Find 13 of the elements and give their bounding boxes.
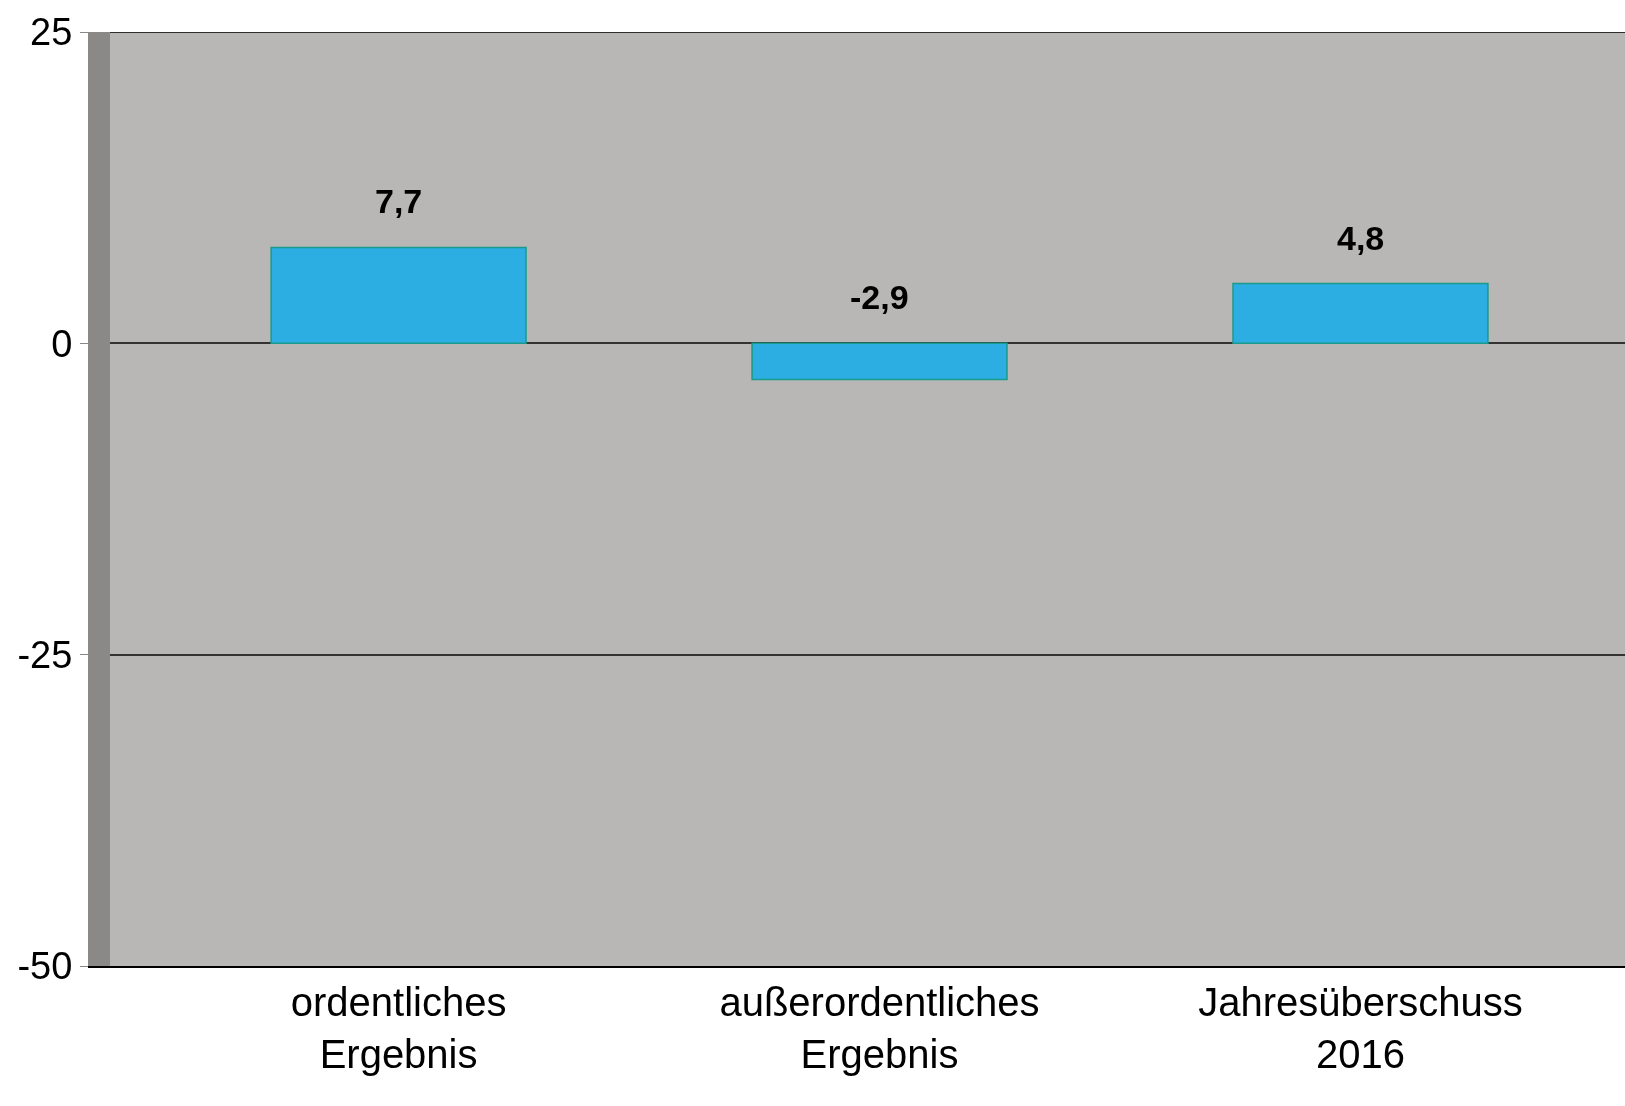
data-label: 4,8 [1337,219,1385,257]
data-label: -2,9 [850,278,909,316]
bar [751,342,1008,381]
y-tick-label: -50 [17,945,73,988]
x-tick-label: ordentliches Ergebnis [290,979,507,1076]
y-tick-label: 25 [30,11,73,54]
y-tick-label: -25 [17,633,73,676]
bar [270,246,527,345]
data-label: 7,7 [375,182,423,220]
x-tick-label: außerordentliches Ergebnis [719,979,1040,1076]
y-tick-label: 0 [51,322,73,365]
x-tick-label: Jahresüberschuss 2016 [1198,979,1523,1076]
bar [1232,282,1489,345]
